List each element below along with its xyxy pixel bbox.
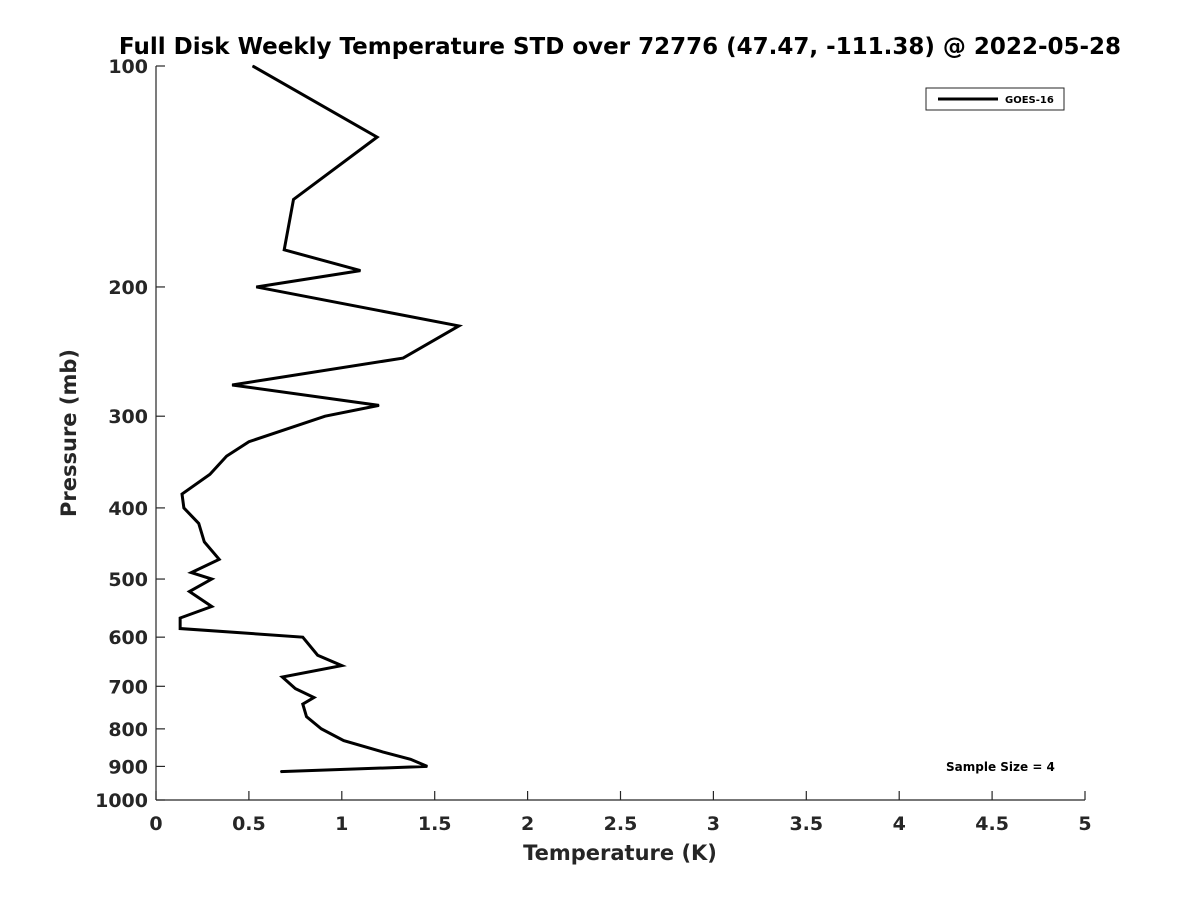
y-tick-label: 400 — [108, 498, 148, 520]
y-tick-label: 1000 — [95, 790, 148, 812]
data-point — [302, 703, 304, 705]
series-layer — [178, 64, 464, 774]
x-tick-label: 1 — [335, 813, 348, 835]
data-point — [279, 771, 281, 773]
y-axis-label: Pressure (mb) — [57, 349, 81, 517]
data-point — [378, 404, 380, 406]
data-point — [181, 493, 183, 495]
y-tick-label: 800 — [108, 719, 148, 741]
y-tick-label: 300 — [108, 406, 148, 428]
data-point — [231, 384, 233, 386]
data-point — [281, 676, 283, 678]
x-tick-label: 4 — [893, 813, 906, 835]
data-point — [255, 286, 257, 288]
data-point — [188, 591, 190, 593]
data-point — [179, 617, 181, 619]
y-tick-label: 100 — [108, 56, 148, 78]
x-axis-label: Temperature (K) — [523, 841, 717, 865]
data-point — [382, 751, 384, 753]
data-point — [294, 688, 296, 690]
data-point — [218, 558, 220, 560]
data-point — [183, 507, 185, 509]
plot-area: 0 0.5 1 1.5 2 2.5 3 3.5 4 4.5 5 100 200 300 400 500 600… — [95, 56, 1092, 835]
data-point — [320, 728, 322, 730]
x-ticks: 0 0.5 1 1.5 2 2.5 3 3.5 4 4.5 5 — [149, 791, 1092, 835]
x-tick-label: 2.5 — [604, 813, 638, 835]
data-point — [292, 198, 294, 200]
x-tick-label: 5 — [1078, 813, 1091, 835]
y-tick-label: 700 — [108, 676, 148, 698]
x-tick-label: 0.5 — [232, 813, 266, 835]
data-point — [376, 136, 378, 138]
data-point — [179, 628, 181, 630]
data-point — [313, 696, 315, 698]
data-point — [402, 357, 404, 359]
data-point — [302, 636, 304, 638]
data-point — [198, 522, 200, 524]
data-point — [410, 758, 412, 760]
x-tick-label: 0 — [149, 813, 162, 835]
data-point — [252, 65, 254, 67]
sample-size-annotation: Sample Size = 4 — [946, 760, 1055, 774]
y-tick-label: 600 — [108, 627, 148, 649]
data-point — [317, 654, 319, 656]
data-point — [248, 441, 250, 443]
y-tick-label: 500 — [108, 569, 148, 591]
data-point — [226, 455, 228, 457]
legend: GOES-16 — [925, 87, 1065, 111]
data-point — [343, 740, 345, 742]
y-tick-label: 200 — [108, 277, 148, 299]
legend-label: GOES-16 — [1005, 95, 1054, 106]
data-point — [190, 572, 192, 574]
data-point — [209, 473, 211, 475]
data-point — [458, 325, 460, 327]
x-tick-label: 3 — [707, 813, 720, 835]
data-point — [203, 541, 205, 543]
y-ticks: 100 200 300 400 500 600 700 800 900 1000 — [95, 56, 165, 812]
data-point — [283, 249, 285, 251]
data-point — [426, 765, 428, 767]
y-tick-label: 900 — [108, 756, 148, 778]
chart-title: Full Disk Weekly Temperature STD over 72… — [119, 34, 1121, 60]
data-point — [211, 578, 213, 580]
x-tick-label: 3.5 — [789, 813, 823, 835]
data-point — [359, 270, 361, 272]
x-tick-label: 1.5 — [418, 813, 452, 835]
x-tick-label: 2 — [521, 813, 534, 835]
data-point — [211, 606, 213, 608]
x-tick-label: 4.5 — [975, 813, 1009, 835]
data-point — [306, 716, 307, 718]
data-point — [324, 415, 326, 417]
data-point — [341, 665, 343, 667]
